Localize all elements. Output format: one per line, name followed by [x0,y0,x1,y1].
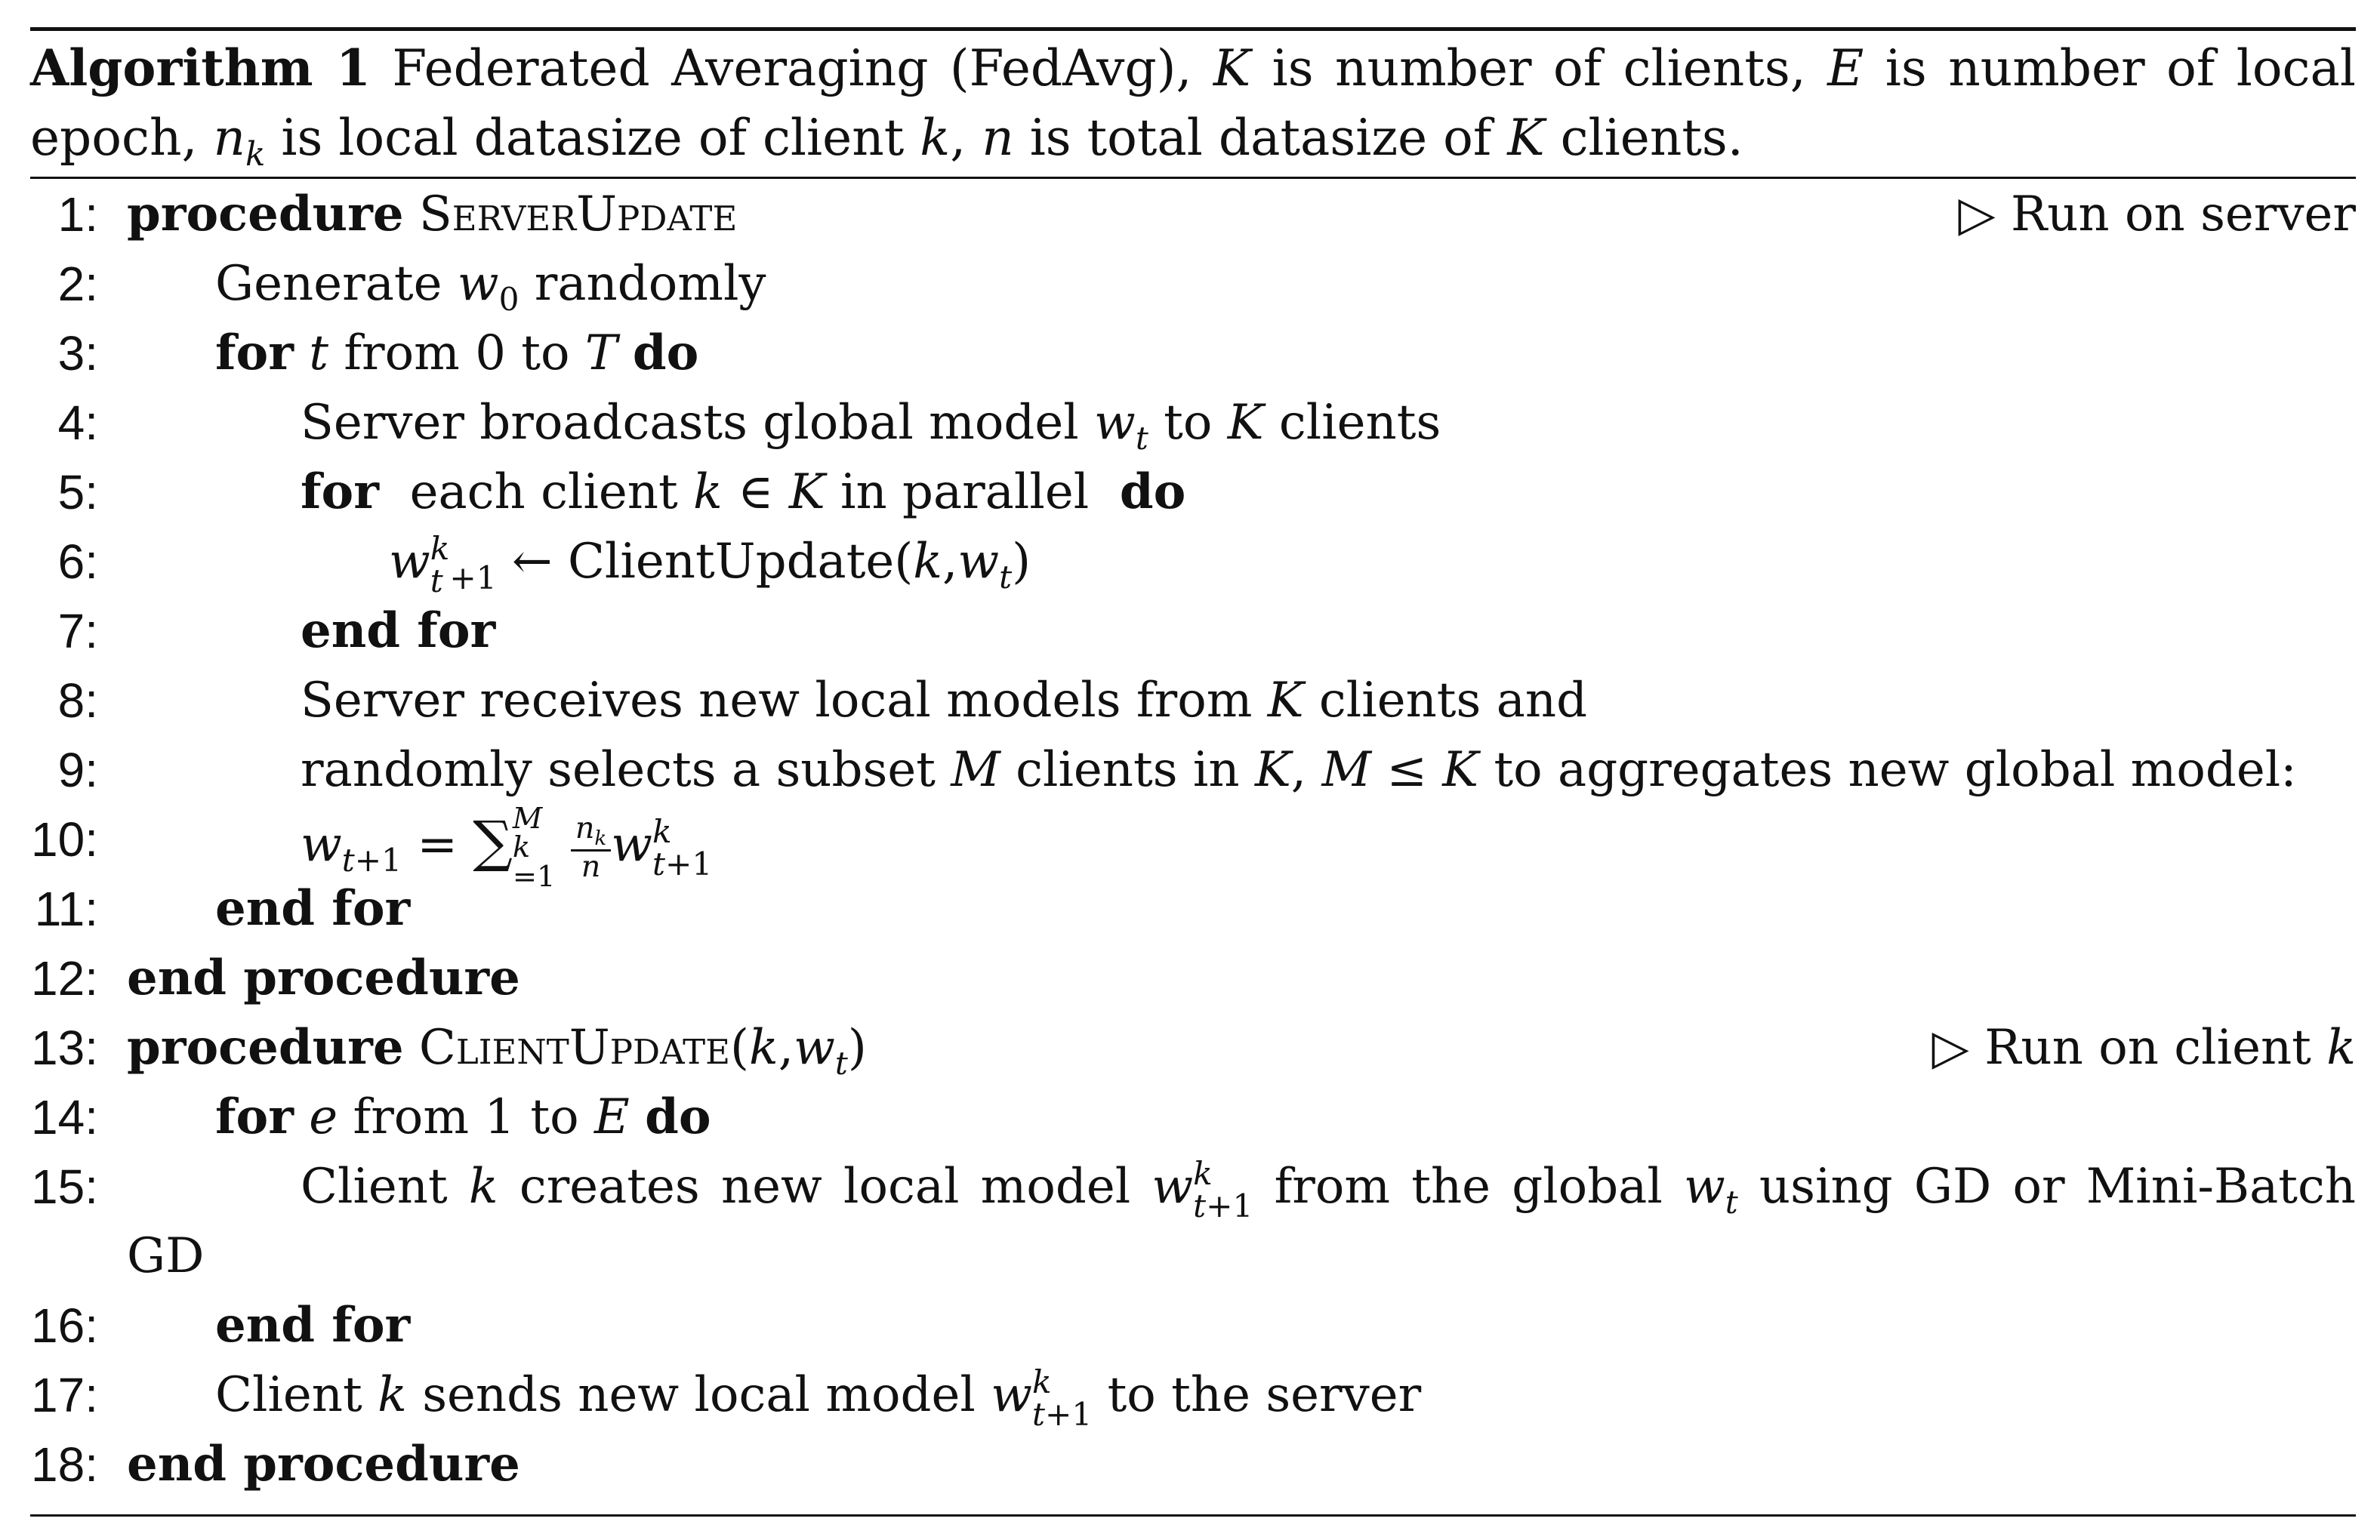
line-number: 8: [57,673,98,728]
line-number: 15: [31,1160,98,1214]
algo-line-13: 13: procedure ClientUpdate(k,wt) ▷ Run o… [30,1013,2356,1083]
algo-line-2: 2: Generate w0 randomly [30,249,2356,319]
algo-line-16: 16: end for [30,1291,2356,1360]
algo-line-4: 4: Server broadcasts global model wt to … [30,388,2356,457]
algo-line-1: 1: procedure ServerUpdate ▷ Run on serve… [30,180,2356,249]
line-text: Client k creates new local model w k t+1 f… [301,1155,2357,1224]
line-number: 6: [57,534,98,589]
line-text: Server broadcasts global model wt to K c… [301,395,1441,457]
keyword: procedure [127,1019,404,1076]
line-number: 5: [57,465,98,519]
algo-line-7: 7: end for [30,596,2356,666]
keyword: procedure [127,186,404,242]
line-text: end procedure [127,1436,520,1492]
line-number: 9: [57,743,98,797]
caption-label: Algorithm 1 [30,38,371,97]
line-text: for each client k ∈ K in parallel do [301,464,1186,520]
algo-line-17: 17: Client k sends new local model w k t+1… [30,1360,2356,1433]
line-number: 11: [34,882,98,936]
line-number: 2: [57,257,98,311]
procedure-args: (k,wt) [729,1020,867,1082]
line-number: 4: [57,396,98,450]
algo-line-6: 6: w k t +1 ← ClientUpdate(k,wt) [30,527,2356,597]
line-number: 7: [57,604,98,658]
line-text: for e from 1 to E do [215,1089,711,1145]
line-number: 13: [31,1021,98,1075]
line-text: Client k sends new local model w k t+1 to … [215,1363,1422,1433]
line-number: 14: [31,1090,98,1144]
algo-line-5: 5: for each client k ∈ K in parallel do [30,457,2356,527]
line-text: randomly selects a subset M clients in K… [301,742,2297,798]
algo-line-14: 14: for e from 1 to E do [30,1083,2356,1152]
algo-line-18: 18: end procedure [30,1430,2356,1499]
line-comment: ▷ Run on server [1958,186,2356,242]
algo-line-12: 12: end procedure [30,944,2356,1013]
line-text: w k t +1 ← ClientUpdate(k,wt) [389,530,1031,599]
algorithm-caption: Algorithm 1 Federated Averaging (FedAvg)… [30,38,2356,174]
mid-rule [30,177,2356,179]
line-comment: ▷ Run on client k [1931,1020,2356,1076]
algo-line-9: 9: randomly selects a subset M clients i… [30,735,2356,805]
procedure-name: ServerUpdate [418,186,738,242]
algo-line-3: 3: for t from 0 to T do [30,319,2356,388]
line-text: Server receives new local models from K … [301,673,1588,728]
line-text: for t from 0 to T do [215,325,699,381]
line-text: end for [215,880,411,937]
line-number: 12: [31,951,98,1006]
line-number: 3: [57,326,98,380]
algo-line-11: 11: end for [30,874,2356,944]
line-text: Generate w0 randomly [215,256,766,318]
line-text: end for [301,602,496,659]
algo-line-8: 8: Server receives new local models from… [30,666,2356,735]
line-wrap-text: GD [127,1228,205,1284]
bottom-rule [30,1514,2356,1517]
line-text: end for [215,1297,411,1354]
line-number: 10: [31,812,98,867]
top-rule [30,27,2356,31]
line-number: 16: [31,1298,98,1353]
line-number: 1: [57,187,98,242]
procedure-name: ClientUpdate [418,1020,730,1076]
line-number: 17: [31,1368,98,1422]
line-number: 18: [31,1437,98,1492]
line-text: end procedure [127,950,520,1006]
